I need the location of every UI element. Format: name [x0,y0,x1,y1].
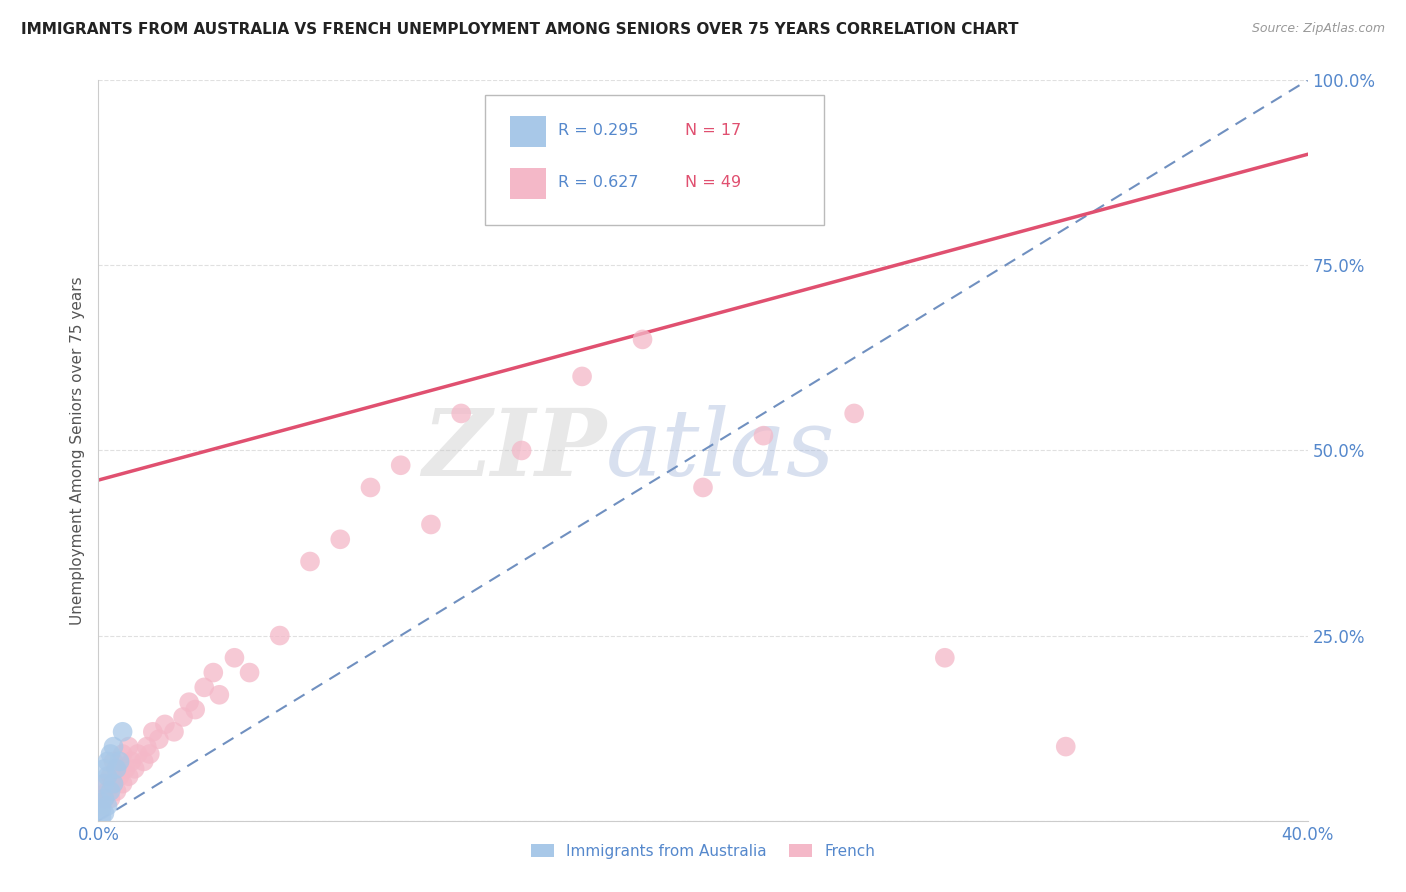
Point [1054,739,1077,754]
Point [163,724,186,739]
Point [100,747,122,761]
Point [510,443,533,458]
Point [360,480,382,494]
Point [105,762,128,776]
FancyBboxPatch shape [485,95,824,225]
Text: atlas: atlas [606,406,835,495]
Text: IMMIGRANTS FROM AUSTRALIA VS FRENCH UNEMPLOYMENT AMONG SENIORS OVER 75 YEARS COR: IMMIGRANTS FROM AUSTRALIA VS FRENCH UNEM… [21,22,1018,37]
Point [100,791,122,805]
Point [93,806,115,821]
Point [93,776,115,791]
Point [299,555,322,569]
Point [184,703,207,717]
Point [90,795,112,809]
Point [90,798,112,813]
Point [100,769,122,783]
Bar [509,168,546,199]
Point [450,407,472,421]
Point [100,784,122,798]
Point [179,695,201,709]
Point [329,533,352,547]
Text: Source: ZipAtlas.com: Source: ZipAtlas.com [1251,22,1385,36]
Point [93,791,115,805]
Point [124,762,146,776]
Text: N = 17: N = 17 [685,123,741,138]
Point [96,769,118,783]
Text: R = 0.627: R = 0.627 [558,175,638,190]
Point [752,428,775,442]
Point [96,755,118,769]
Point [96,798,118,813]
Point [127,747,149,761]
Point [934,650,956,665]
Point [202,665,225,680]
Point [631,332,654,346]
Point [93,762,115,776]
Point [118,739,141,754]
Point [420,517,443,532]
Y-axis label: Unemployment Among Seniors over 75 years: Unemployment Among Seniors over 75 years [69,277,84,624]
Point [269,628,291,642]
Point [105,784,128,798]
Text: ZIP: ZIP [422,406,606,495]
Point [692,480,714,494]
Point [111,724,134,739]
Point [132,755,155,769]
Point [239,665,262,680]
Point [153,717,176,731]
Point [103,739,125,754]
Point [103,755,125,769]
Point [103,776,125,791]
Point [105,762,128,776]
Point [93,791,115,805]
Point [114,762,136,776]
Legend: Immigrants from Australia, French: Immigrants from Australia, French [524,838,882,865]
Text: N = 49: N = 49 [685,175,741,190]
Point [121,755,143,769]
Point [148,732,170,747]
Point [111,776,134,791]
Point [193,681,215,695]
Point [844,407,866,421]
Point [90,810,112,824]
Point [571,369,593,384]
Text: R = 0.295: R = 0.295 [558,123,638,138]
Point [118,769,141,783]
Point [139,747,162,761]
Point [90,803,112,817]
Point [108,755,131,769]
Point [103,776,125,791]
Point [389,458,412,473]
Point [111,747,134,761]
Point [108,769,131,783]
Point [96,784,118,798]
Point [172,710,194,724]
Point [208,688,231,702]
Point [135,739,157,754]
Bar [509,116,546,147]
Point [93,776,115,791]
Point [224,650,246,665]
Point [142,724,165,739]
